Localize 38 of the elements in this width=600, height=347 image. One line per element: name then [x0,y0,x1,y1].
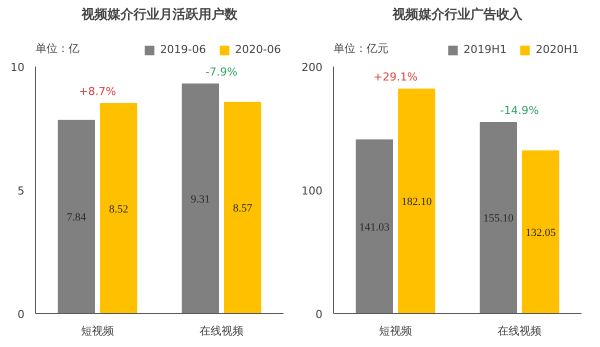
chart-title: 视频媒介行业月活跃用户数 [80,6,238,22]
bar [182,84,220,314]
data-label: 8.57 [232,202,253,215]
data-label: 8.52 [108,203,128,216]
bar [356,139,394,314]
y-tick-label: 200 [302,61,323,74]
annotation: -14.9% [500,104,539,117]
bar [522,150,560,314]
x-tick-label: 在线视频 [200,324,244,338]
bar [224,102,262,314]
data-label: 155.10 [483,212,514,225]
annotation: +8.7% [78,85,116,98]
data-label: 132.05 [525,226,556,239]
annotation: -7.9% [206,66,238,79]
data-label: 141.03 [359,221,390,234]
chart-title: 视频媒介行业广告收入 [392,6,524,22]
y-tick-label: 0 [18,308,24,321]
legend-label: 2020H1 [536,43,579,56]
bar [100,103,138,314]
data-label: 7.84 [66,212,87,224]
bar [58,120,96,314]
data-label: 9.31 [190,194,210,206]
x-tick-label: 短视频 [379,324,412,338]
y-tick-label: 100 [302,184,323,198]
y-axis-title: 单位：亿 [36,42,80,55]
legend-label: 2019H1 [463,43,507,56]
y-axis-title: 单位：亿元 [334,42,388,55]
bar [480,122,518,314]
x-tick-label: 短视频 [81,324,114,338]
x-tick-label: 在线视频 [498,324,542,338]
y-tick-label: 5 [18,184,24,198]
data-label: 182.10 [401,196,432,208]
legend-label: 2020-06 [235,43,281,56]
y-tick-label: 10 [10,61,25,74]
y-tick-label: 0 [316,308,322,321]
bar [398,88,436,314]
annotation: +29.1% [373,70,418,84]
legend-label: 2019-06 [160,43,206,56]
